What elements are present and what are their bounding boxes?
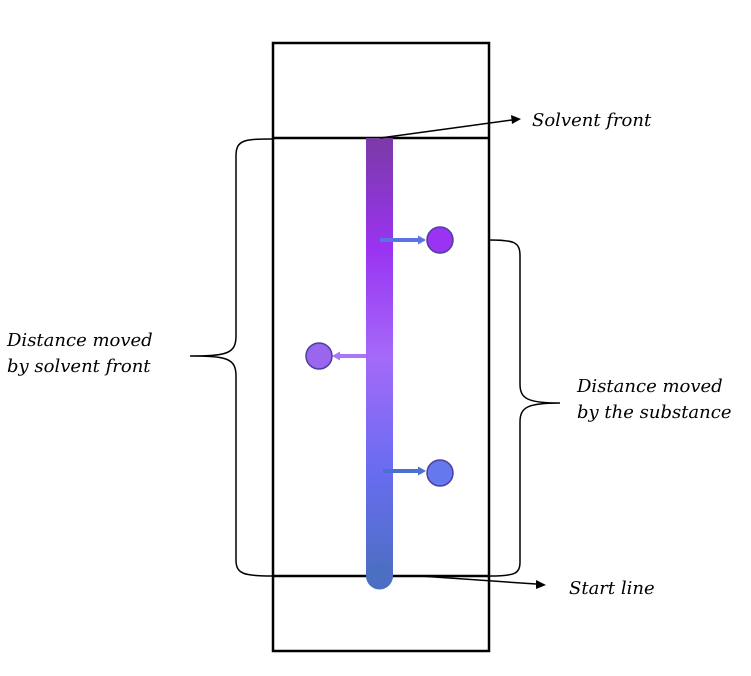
middle-spot (305, 342, 333, 370)
solvent-strip (366, 138, 393, 578)
tlc-plate (271, 41, 491, 653)
solvent-distance-brace (189, 138, 273, 577)
substance-distance-label-line2: by the substance (577, 402, 732, 423)
substance-distance-label-line1: Distance moved (576, 376, 723, 397)
start-line-pointer-arrowhead (536, 580, 546, 589)
bottom-spot-arrowhead (418, 466, 426, 476)
solvent-distance-label-line2: by solvent front (7, 356, 151, 377)
solvent-front-pointer (379, 119, 513, 139)
start-line-pointer (419, 575, 537, 585)
start-line-label: Start line (569, 578, 655, 599)
top-spot (426, 226, 454, 254)
bottom-spot (426, 459, 454, 487)
solvent-front-pointer-arrowhead (511, 115, 521, 124)
solvent-front-label: Solvent front (532, 110, 652, 131)
substance-distance-brace (489, 239, 561, 577)
top-spot-arrowhead (418, 235, 426, 245)
solvent-distance-label-line1: Distance moved (6, 330, 153, 351)
middle-spot-arrowhead (332, 351, 340, 361)
strip-base (366, 562, 393, 590)
